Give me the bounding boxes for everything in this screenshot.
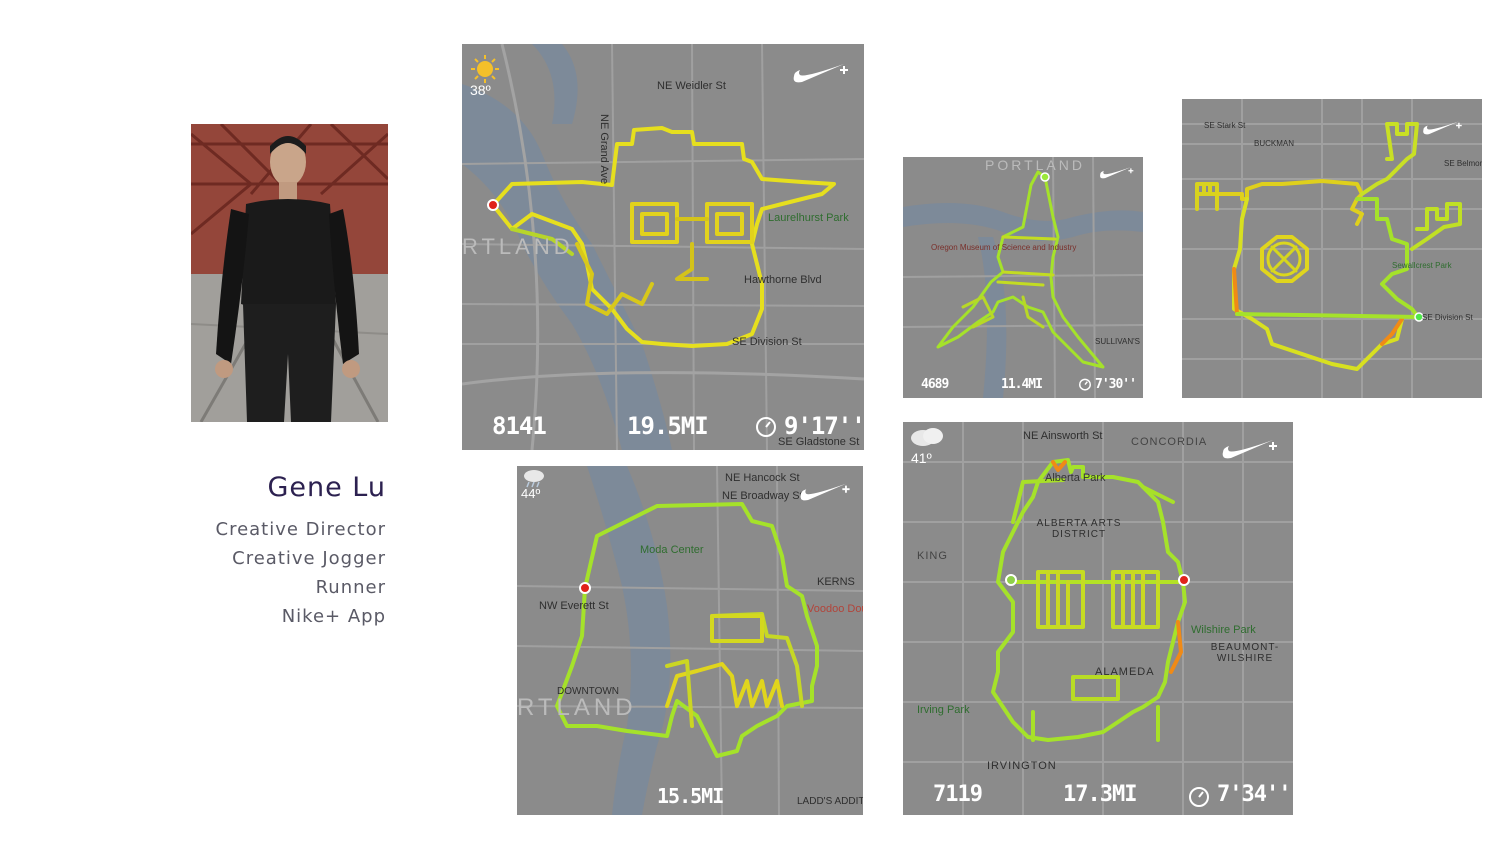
nike-plus-logo [1100, 167, 1134, 179]
run-card-vader[interactable]: NE Hancock St NE Broadway St Moda Center… [517, 466, 863, 815]
map-label: SE Belmont St [1444, 159, 1482, 168]
map-label: IRVINGTON [987, 760, 1057, 772]
run-card-yoda[interactable]: NE Weidler St NE Grand Ave Laurelhurst P… [462, 44, 864, 450]
map-label: NE Weidler St [657, 80, 726, 92]
map-label: BUCKMAN [1254, 139, 1295, 148]
map-label: KING [917, 550, 948, 562]
distance: 15.5MI [657, 784, 724, 808]
map-background [1182, 99, 1482, 398]
profile-role: Nike+ App [281, 606, 386, 627]
map-label: CONCORDIA [1131, 436, 1208, 448]
runner-portrait [191, 124, 388, 422]
calories: 4689 [921, 377, 949, 392]
pace: 7'30'' [1095, 377, 1137, 392]
map-label: Alberta Park [1045, 472, 1106, 484]
map-background [903, 422, 1293, 815]
map-label: BEAUMONT-WILSHIRE [1210, 642, 1280, 664]
nike-plus-logo [793, 64, 848, 83]
map-label: PORTLAND [985, 157, 1085, 173]
map-label: NE Grand Ave [598, 114, 610, 185]
map-label: Sewallcrest Park [1392, 261, 1452, 270]
profile-photo [191, 124, 388, 422]
rain-cloud-icon [521, 468, 547, 493]
map-label: NE Ainsworth St [1023, 430, 1103, 442]
map-label: LADD'S ADDITION [797, 796, 863, 807]
calories: 7119 [933, 782, 983, 807]
map-label: NE Hancock St [725, 472, 800, 484]
distance: 11.4MI [1001, 377, 1043, 392]
profile-role: Runner [315, 577, 386, 598]
nike-plus-logo [800, 483, 850, 501]
nike-plus-logo [1222, 440, 1277, 459]
pace: 9'17'' [784, 412, 864, 440]
temperature: 44º [521, 486, 541, 501]
map-background [903, 157, 1143, 398]
temperature: 41º [911, 450, 932, 466]
stopwatch-icon [754, 414, 778, 443]
cloud-icon [909, 426, 945, 453]
profile-name: Gene Lu [267, 472, 386, 503]
map-label: Laurelhurst Park [768, 212, 849, 224]
map-label: SE Gladstone St [778, 436, 860, 448]
temperature: 38º [470, 82, 491, 98]
map-label: Hawthorne Blvd [744, 274, 822, 286]
profile-role: Creative Director [215, 519, 386, 540]
map-label: Wilshire Park [1191, 624, 1256, 636]
map-label: Oregon Museum of Science and Industry [931, 243, 1077, 252]
run-card-cartoon[interactable]: NE Ainsworth St CONCORDIA Alberta Park A… [903, 422, 1293, 815]
map-label: Voodoo Doughnut [807, 603, 863, 615]
distance: 19.5MI [627, 412, 709, 440]
map-label: SE Stark St [1204, 121, 1246, 130]
sun-icon [470, 54, 500, 89]
map-label: NE Broadway St [722, 490, 803, 502]
stopwatch-icon [1078, 377, 1092, 396]
map-label: ALAMEDA [1095, 666, 1155, 678]
map-label: RTLAND [517, 694, 637, 721]
map-label: Irving Park [917, 704, 970, 716]
profile-role: Creative Jogger [232, 548, 386, 569]
map-label: SE Division St [732, 336, 802, 348]
calories: 8141 [492, 412, 547, 440]
distance: 17.3MI [1063, 782, 1137, 807]
map-label: SE Division St [1422, 313, 1473, 322]
map-background [517, 466, 863, 815]
map-label: KERNS [817, 576, 855, 588]
map-background [462, 44, 864, 450]
stopwatch-icon [1187, 784, 1211, 813]
map-label: Moda Center [640, 544, 704, 556]
map-label: RTLAND [462, 234, 574, 259]
pace: 7'34'' [1217, 782, 1291, 807]
run-card-skull[interactable]: SE Stark St BUCKMAN SE Belmont St Sewall… [1182, 99, 1482, 398]
map-label: DOWNTOWN [557, 686, 620, 697]
map-label: SULLIVAN'S [1095, 337, 1140, 346]
map-label: ALBERTA ARTS DISTRICT [1036, 518, 1122, 540]
nike-plus-logo [1423, 121, 1462, 135]
map-label: NW Everett St [539, 600, 609, 612]
run-card-eiffel[interactable]: PORTLAND Oregon Museum of Science and In… [903, 157, 1143, 398]
